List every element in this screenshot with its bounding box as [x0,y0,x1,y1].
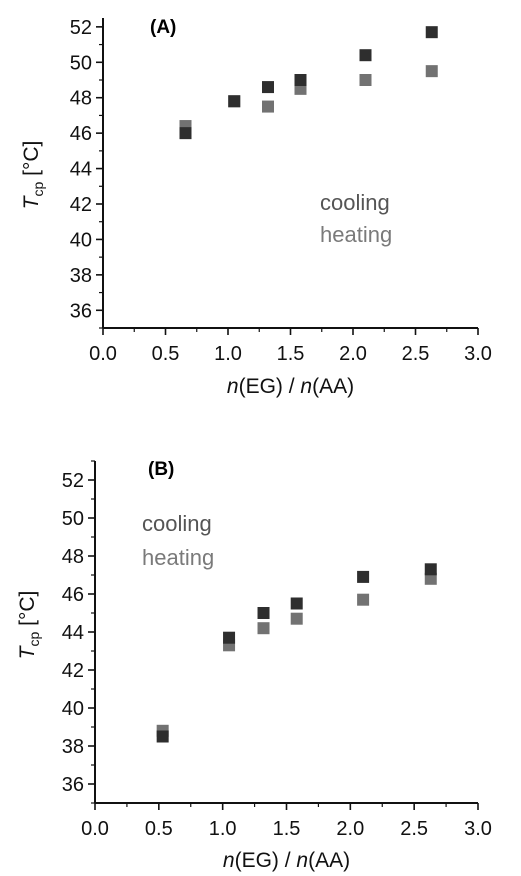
y-tick-label: 46 [62,584,84,606]
data-point-heating [262,100,274,113]
x-tick-label: 1.0 [214,343,242,365]
y-axis-title-part: [°C] [16,591,39,632]
y-tick-label: 42 [62,660,84,682]
y-tick-label: 46 [70,123,92,145]
legend-cooling: cooling [320,190,390,215]
legend-heating: heating [320,222,392,247]
y-tick-label: 42 [70,194,92,216]
x-axis-title-part: (AA) [308,849,350,872]
y-tick-label: 40 [70,229,92,251]
y-tick-label: 48 [70,88,92,110]
legend-heating: heating [142,545,214,570]
y-tick-label: 52 [70,17,92,39]
x-tick-label: 2.5 [400,818,428,840]
data-point-heating [359,74,372,86]
y-tick-label: 40 [62,698,84,720]
y-tick-label: 52 [62,470,84,492]
y-tick-label: 50 [62,508,84,530]
y-tick-label: 38 [62,736,84,758]
y-tick-label: 44 [62,622,84,644]
y-tick-label: 48 [62,546,84,568]
x-tick-label: 0.0 [89,343,117,365]
data-point-heating [257,622,270,635]
y-axis-title-part: T [16,644,39,659]
x-tick-label: 0.5 [145,818,173,840]
x-axis-title-part: (AA) [312,375,354,398]
legend-cooling: cooling [142,511,212,536]
data-point-cooling [228,95,241,108]
x-tick-label: 3.0 [464,818,492,840]
y-axis-title-part: [°C] [20,141,43,182]
data-point-cooling [294,74,307,86]
x-axis-title-part: n [296,849,308,872]
x-axis-title: n(EG) / n(AA) [227,375,354,398]
chart-panel-b: 0.0 0.5 1.0 1.5 2.0 2.5 3.0 36 38 40 42 44 46 48 50 52 (… [16,459,492,872]
data-point-cooling [424,563,437,576]
data-point-cooling [425,26,438,39]
x-tick-label: 2.0 [339,343,367,365]
x-tick-label: 1.5 [273,818,301,840]
panel-label: (A) [150,17,176,38]
x-axis-title: n(EG) / n(AA) [223,849,350,872]
x-tick-label: 3.0 [464,343,492,365]
x-tick-label: 1.5 [277,343,305,365]
y-axis-title: Tcp [°C] [20,141,46,210]
x-axis-title-part: n [300,375,312,398]
data-point-heating [290,612,303,625]
y-axis-title-part: T [20,194,43,209]
x-tick-label: 2.5 [402,343,430,365]
data-point-heating [424,572,437,585]
x-tick-label: 0.5 [152,343,180,365]
data-point-cooling [257,607,270,619]
data-point-cooling [156,730,169,743]
data-point-heating [425,65,438,78]
data-point-cooling [357,570,370,583]
data-point-cooling [179,127,192,140]
data-point-cooling [359,49,372,62]
y-tick-label: 44 [70,159,92,181]
data-point-cooling [223,631,236,644]
data-point-heating [357,593,370,606]
x-tick-label: 1.0 [209,818,237,840]
x-axis-title-part: (EG) / [239,375,301,398]
x-axis-title-part: n [227,375,239,398]
x-tick-label: 0.0 [81,818,109,840]
x-axis-title-part: n [223,849,235,872]
y-axis-title: Tcp [°C] [16,591,42,660]
y-tick-label: 38 [70,265,92,287]
y-tick-label: 36 [62,774,84,796]
panel-label: (B) [148,459,174,480]
y-tick-label: 36 [70,300,92,322]
x-axis-title-part: (EG) / [235,849,297,872]
y-tick-label: 50 [70,52,92,74]
y-axis-title-part: cp [26,632,42,647]
data-point-cooling [262,81,274,94]
data-point-cooling [290,597,303,610]
x-tick-label: 2.0 [336,818,364,840]
chart-panel-a: 0.0 0.5 1.0 1.5 2.0 2.5 3.0 36 38 40 42 44 46 48 50 52 (… [20,17,492,398]
y-axis-title-part: cp [30,182,46,197]
